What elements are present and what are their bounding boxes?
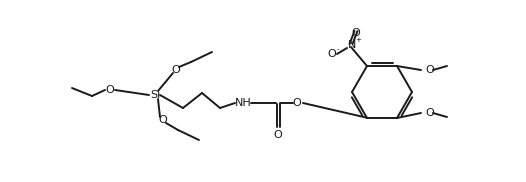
Text: O: O [425,65,434,75]
Text: O: O [425,108,434,118]
Text: O: O [106,85,114,95]
Text: NH: NH [235,98,251,108]
Text: N: N [348,40,356,50]
Text: +: + [355,37,361,43]
Text: O: O [351,28,360,38]
Text: O: O [292,98,301,108]
Text: -: - [337,46,339,52]
Text: O: O [328,49,336,59]
Text: Si: Si [150,90,160,100]
Text: O: O [159,115,167,125]
Text: O: O [171,65,180,75]
Text: O: O [274,130,282,140]
